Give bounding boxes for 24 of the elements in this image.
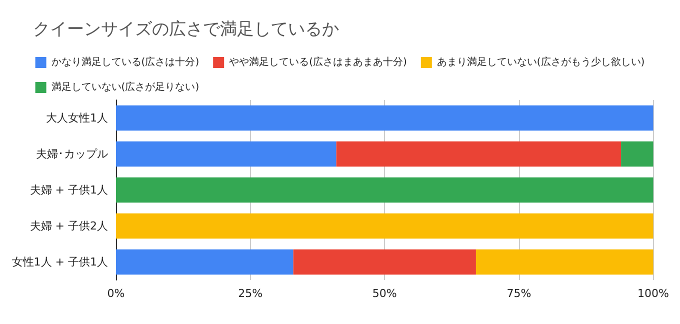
y-tick-label: 大人女性1人 xyxy=(46,112,108,124)
legend-label: 満足していない(広さが足りない) xyxy=(51,81,200,93)
legend-label: かなり満足している(広さは十分) xyxy=(51,56,200,68)
bar xyxy=(116,105,654,131)
bar xyxy=(116,141,336,167)
bar xyxy=(336,141,622,167)
bar xyxy=(116,177,654,203)
x-tick-label: 100% xyxy=(638,287,670,300)
y-tick-label: 夫婦 + 子供1人 xyxy=(30,184,108,196)
y-tick-label: 夫婦 + 子供2人 xyxy=(30,220,108,232)
bar xyxy=(116,249,294,275)
y-tick-label: 女性1人 + 子供1人 xyxy=(12,256,108,268)
bar xyxy=(293,249,476,275)
x-tick-label: 0% xyxy=(107,287,125,300)
x-tick-label: 50% xyxy=(372,287,397,300)
bar xyxy=(476,249,654,275)
bar xyxy=(116,213,654,239)
legend-label: あまり満足していない(広さがもう少し欲しい) xyxy=(436,56,645,68)
x-tick-label: 25% xyxy=(238,287,263,300)
x-tick-label: 75% xyxy=(506,287,532,300)
bar xyxy=(621,141,654,167)
legend-label: やや満足している(広さはまあまあ十分) xyxy=(229,56,407,68)
y-tick-label: 夫婦･カップル xyxy=(36,148,108,160)
chart-title: クイーンサイズの広さで満足しているか xyxy=(33,20,339,40)
